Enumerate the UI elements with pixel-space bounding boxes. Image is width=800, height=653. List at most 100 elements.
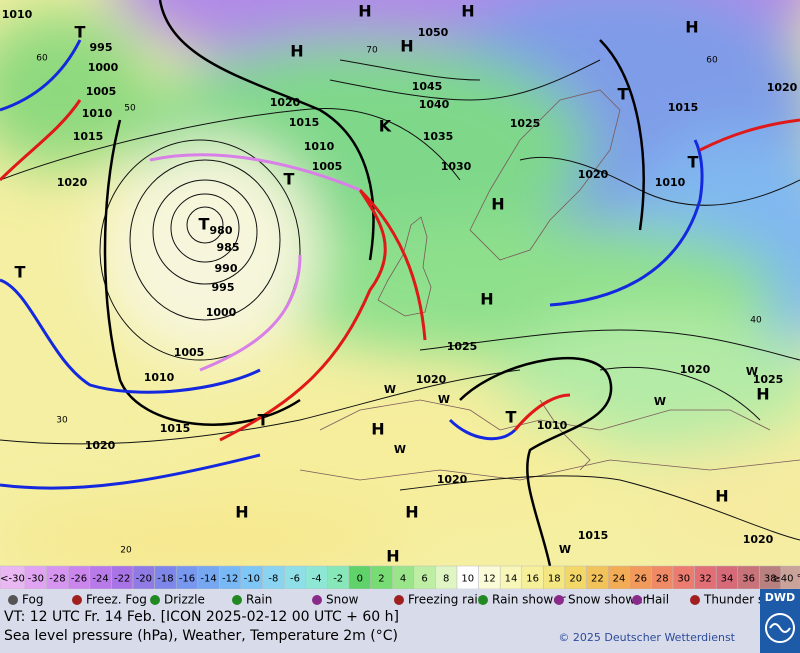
latitude-label: 70 <box>366 46 378 56</box>
isobar-label: 985 <box>217 241 240 254</box>
isobar-label: 1030 <box>441 160 472 173</box>
scale-label: 4 <box>400 574 406 585</box>
pressure-center: K <box>379 117 392 136</box>
pressure-center: H <box>290 42 303 61</box>
scale-label: 28 <box>656 574 669 585</box>
pressure-center: T <box>15 263 26 282</box>
isobar-label: 1020 <box>743 533 774 546</box>
valid-time: VT: 12 UTC Fr. 14 Feb. [ICON 2025-02-12 … <box>4 609 399 625</box>
scale-label: 18 <box>548 574 561 585</box>
legend-icon <box>150 595 160 605</box>
scale-label: 24 <box>613 574 626 585</box>
scale-label: 6 <box>421 574 427 585</box>
isobar-label: 1050 <box>418 26 449 39</box>
pressure-center: H <box>461 2 474 21</box>
pressure-center: H <box>386 547 399 566</box>
pressure-center: T <box>506 408 517 427</box>
legend-icon <box>312 595 322 605</box>
weather-mark: W <box>654 395 666 408</box>
isobar-label: 995 <box>90 41 113 54</box>
scale-label: -30 <box>28 574 44 585</box>
scale-label: -26 <box>71 574 87 585</box>
scale-label: -4 <box>312 574 322 585</box>
isobar-label: 1000 <box>206 306 237 319</box>
latitude-label: 60 <box>36 54 48 64</box>
scale-label: -10 <box>244 574 260 585</box>
isobar-label: 1015 <box>73 130 104 143</box>
isobars <box>0 59 800 541</box>
legend-label: Freezing rain <box>408 593 485 607</box>
scale-label: ≥40 °C <box>772 574 800 585</box>
fronts <box>0 39 800 490</box>
legend-icon <box>72 595 82 605</box>
pressure-center: H <box>685 18 698 37</box>
pressure-center: T <box>688 153 699 172</box>
legend-icon <box>394 595 404 605</box>
isobar-label: 1020 <box>416 373 447 386</box>
copyright: © 2025 Deutscher Wetterdienst <box>558 631 735 644</box>
map-labels: H H H H H H H H H H H H H T T T T T T T T K 1010 995 1000 1005 101… <box>2 2 798 566</box>
isobar-label: 1015 <box>289 116 320 129</box>
scale-label: 26 <box>634 574 647 585</box>
scale-label: 34 <box>721 574 734 585</box>
isobar-label: 1020 <box>85 439 116 452</box>
isobar-label: 1020 <box>57 176 88 189</box>
weather-mark: W <box>394 443 406 456</box>
scale-label: -28 <box>49 574 65 585</box>
pressure-center: H <box>371 420 384 439</box>
scale-label: 22 <box>591 574 604 585</box>
logo-mark <box>765 613 795 643</box>
pressure-center: T <box>258 411 269 430</box>
scale-label: -2 <box>333 574 343 585</box>
isobar-label: 980 <box>210 224 233 237</box>
isobar-label: 1010 <box>82 107 113 120</box>
isobar-label: 1015 <box>160 422 191 435</box>
latitude-label: 60 <box>706 56 718 66</box>
isobar-label: 1020 <box>680 363 711 376</box>
legend-icon <box>554 595 564 605</box>
pressure-center: H <box>405 503 418 522</box>
scale-label: -14 <box>200 574 216 585</box>
pressure-center: H <box>480 290 493 309</box>
isobar-label: 1010 <box>144 371 175 384</box>
pressure-center: H <box>400 37 413 56</box>
isobar-label: 1045 <box>412 80 443 93</box>
isobar-label: 1010 <box>2 8 33 21</box>
scale-label: -18 <box>157 574 173 585</box>
logo-wave <box>769 623 791 633</box>
legend-icon <box>232 595 242 605</box>
pressure-center: H <box>235 503 248 522</box>
legend-icon <box>8 595 18 605</box>
scale-label: <-30 <box>0 574 25 585</box>
isobar-label: 1010 <box>655 176 686 189</box>
legend-icon <box>478 595 488 605</box>
temperature-scale: <-30 -30 -28 -26 -24 -22 -20 -18 -16 -14 -12 -10 -8-… <box>0 565 800 590</box>
pressure-center: T <box>199 215 210 234</box>
isobar-label: 1020 <box>437 473 468 486</box>
weather-mark: W <box>559 543 571 556</box>
pressure-center: H <box>358 2 371 21</box>
pressure-center: T <box>75 23 86 42</box>
scale-label: -24 <box>92 574 108 585</box>
scale-label: 10 <box>461 574 474 585</box>
legend-label: Drizzle <box>164 593 205 607</box>
pressure-center: T <box>284 170 295 189</box>
isobar-label: 1010 <box>537 419 568 432</box>
scale-label: 38 <box>764 574 777 585</box>
scale-label: 30 <box>677 574 690 585</box>
isobar-label: 1040 <box>419 98 450 111</box>
legend-label: Rain shower <box>492 593 566 607</box>
pressure-center: H <box>491 195 504 214</box>
isobar-label: 1025 <box>447 340 478 353</box>
isobar-label: 1015 <box>578 529 609 542</box>
isobar-label: 1005 <box>86 85 117 98</box>
isobar-label: 990 <box>215 262 238 275</box>
isobar-label: 1035 <box>423 130 454 143</box>
scale-label: 0 <box>357 574 363 585</box>
scale-label: 20 <box>569 574 582 585</box>
legend-icon <box>690 595 700 605</box>
description: Sea level pressure (hPa), Weather, Tempe… <box>4 628 398 644</box>
temperature-field <box>0 0 800 566</box>
coastlines <box>299 89 800 481</box>
